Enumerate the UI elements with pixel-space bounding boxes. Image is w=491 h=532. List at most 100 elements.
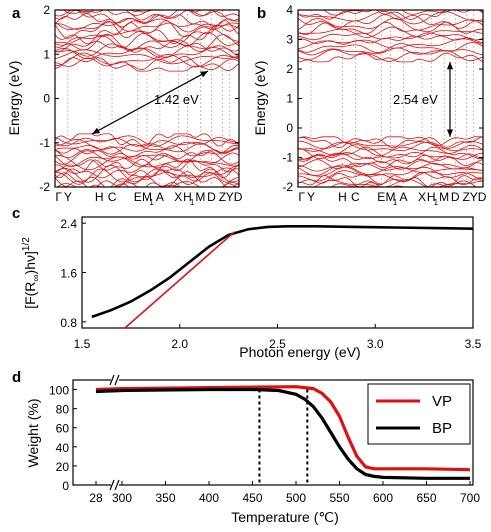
panel-b-x-ticks: Γ Y H C E M1 A X H1 M D Z Y D	[298, 190, 486, 207]
x-tick-label: 450	[242, 491, 262, 505]
y-tick-label: -2	[39, 180, 50, 194]
y-tick-label: -1	[39, 136, 50, 150]
panel-a-ylabel: Energy (eV)	[6, 61, 22, 136]
y-tick-label: 2	[43, 3, 50, 17]
band-line	[298, 175, 483, 187]
x-tick-label: Y	[226, 190, 234, 204]
break-mark	[109, 479, 115, 491]
y-tick-label: 0	[62, 479, 69, 493]
band-line	[298, 154, 483, 169]
panel-d-y-ticks: 100 80 60 40 20 0	[49, 384, 77, 493]
x-tick-label: 1.5	[74, 337, 91, 351]
band-line	[55, 52, 239, 68]
panel-d-frame	[72, 379, 474, 486]
panel-c-ylabel: [F(R∞)hν]1/2	[21, 237, 42, 309]
panel-b-bands	[298, 10, 483, 187]
panel-a-gap-annotation: 1.42 eV	[154, 92, 199, 107]
panel-d: d 100 80 60 40 20 0 28 300 350 400 450 500 550 600 65…	[12, 369, 480, 525]
panel-b-ylabel: Energy (eV)	[252, 61, 268, 136]
panel-c-xlabel: Photon energy (eV)	[239, 344, 360, 360]
x-tick-label: Y	[64, 190, 72, 204]
absorption-curve	[91, 225, 474, 319]
panel-a-label: a	[12, 5, 21, 22]
x-tick-label: 2.0	[171, 337, 188, 351]
band-line	[298, 10, 483, 20]
panel-c: c 2.4 1.6 0.8 1.5 2.0 2.5 3.0 3.5 [F(R∞)hν]1/2…	[12, 205, 482, 360]
panel-d-series	[95, 385, 471, 480]
band-line	[63, 176, 239, 187]
y-tick-label: 1.6	[60, 267, 77, 281]
x-tick-label: C	[351, 190, 360, 204]
x-tick-label: X	[174, 190, 182, 204]
x-tick-label: 600	[373, 491, 393, 505]
x-tick-label: Y	[307, 190, 315, 204]
x-tick-label: 650	[416, 491, 436, 505]
break-mark	[109, 374, 115, 386]
panel-d-legend: VP BP	[367, 383, 471, 445]
band-line	[298, 141, 483, 152]
panel-d-x-ticks: 28 300 350 400 450 500 550 600 650 700	[89, 481, 480, 505]
y-tick-label: 2	[286, 62, 293, 76]
break-mark	[114, 374, 120, 386]
gap-arrow-head	[446, 61, 454, 70]
panel-b-gap-arrow	[446, 61, 454, 137]
x-tick-label: H	[183, 190, 192, 204]
panel-c-label: c	[12, 205, 20, 222]
band-line	[55, 142, 239, 155]
band-line	[298, 49, 483, 62]
y-tick-label: 100	[49, 384, 69, 398]
series-vp	[95, 385, 471, 472]
y-tick-label: 0	[286, 121, 293, 135]
panel-b-label: b	[257, 5, 266, 22]
band-line	[298, 136, 483, 147]
x-tick-label: X	[418, 190, 426, 204]
x-tick-label: E	[377, 190, 385, 204]
x-tick-label: A	[156, 190, 164, 204]
x-tick-label: D	[451, 190, 460, 204]
svg-text:[F(R∞)hν]1/2: [F(R∞)hν]1/2	[21, 237, 42, 309]
x-tick-label: 700	[460, 491, 480, 505]
band-line	[55, 172, 239, 187]
panel-d-ylabel: Weight (%)	[25, 399, 41, 468]
gap-arrow-head	[92, 127, 100, 134]
band-line	[298, 178, 483, 187]
band-line	[55, 22, 239, 45]
x-tick-label: D	[234, 190, 243, 204]
x-tick-label: 1	[393, 198, 398, 207]
x-tick-label: 400	[199, 491, 219, 505]
y-tick-label: 0	[43, 92, 50, 106]
y-tick-label: 40	[56, 441, 70, 455]
panel-c-ylabel-exp: 1/2	[21, 237, 32, 251]
panel-c-ylabel-sub: ∞	[31, 274, 42, 281]
band-line	[55, 164, 239, 179]
band-line	[55, 168, 239, 185]
panel-b-y-ticks: 4 3 2 1 0 -1 -2	[282, 3, 483, 194]
y-tick-label: 4	[286, 3, 293, 17]
panel-d-reference-lines	[258, 389, 309, 485]
legend-label-vp: VP	[432, 393, 452, 410]
x-tick-label: H	[427, 190, 436, 204]
gap-arrow-head	[200, 71, 208, 78]
y-tick-label: 3	[286, 33, 293, 47]
x-tick-label: Z	[219, 190, 226, 204]
x-tick-label: 550	[329, 491, 349, 505]
x-tick-label: 1	[190, 198, 195, 207]
x-tick-label: Z	[463, 190, 470, 204]
y-tick-label: 2.4	[60, 217, 77, 231]
band-line	[298, 47, 483, 56]
panel-c-y-ticks: 2.4 1.6 0.8	[60, 217, 86, 330]
panel-d-legend-box	[367, 383, 471, 445]
gap-arrow-head	[446, 129, 454, 137]
y-tick-label: 20	[56, 460, 70, 474]
x-tick-label: M	[195, 190, 205, 204]
x-tick-label: 2.5	[269, 337, 286, 351]
panel-b-path-dividers	[310, 10, 475, 187]
band-line	[55, 43, 239, 58]
panel-a-gap-arrow	[91, 70, 209, 135]
band-line	[55, 19, 239, 39]
series-bp	[95, 387, 470, 480]
panel-c-ylabel-main: [F(R	[22, 282, 38, 309]
band-line	[55, 133, 239, 147]
panel-b-gap-annotation: 2.54 eV	[393, 92, 438, 107]
